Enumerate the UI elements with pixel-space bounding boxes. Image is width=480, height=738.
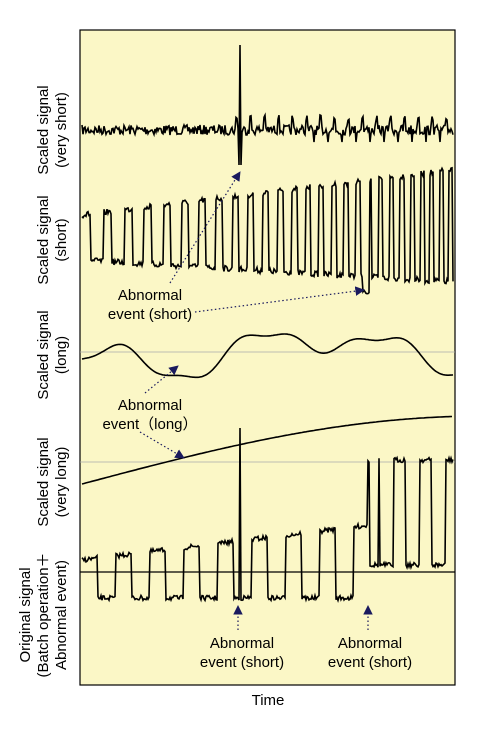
x-axis-label: Time bbox=[252, 692, 285, 709]
short-signal bbox=[81, 166, 454, 295]
annotation: Abnormal event (short) bbox=[200, 635, 284, 671]
signal-label: Scaled signal(short) bbox=[35, 195, 70, 284]
original-signal bbox=[81, 427, 454, 604]
annotation: Abnormal event（long） bbox=[102, 397, 197, 433]
signal-label: Scaled signal(very long) bbox=[35, 437, 70, 526]
long-signal bbox=[81, 333, 454, 379]
arrow bbox=[144, 365, 179, 394]
arrow bbox=[169, 171, 241, 284]
signal-label: Scaled signal(long) bbox=[35, 310, 70, 399]
waveforms bbox=[81, 44, 454, 604]
signal-label: Original signal(Batch operation＋Abnormal… bbox=[17, 552, 70, 677]
signal-label: Scaled signal(very short) bbox=[35, 85, 70, 174]
annotation: Abnormal event (short) bbox=[108, 287, 192, 323]
arrow bbox=[194, 286, 365, 313]
very-short-signal bbox=[81, 44, 454, 166]
annotation: Abnormal event (short) bbox=[328, 635, 412, 671]
very-long-signal bbox=[81, 415, 453, 485]
arrow bbox=[139, 431, 185, 459]
